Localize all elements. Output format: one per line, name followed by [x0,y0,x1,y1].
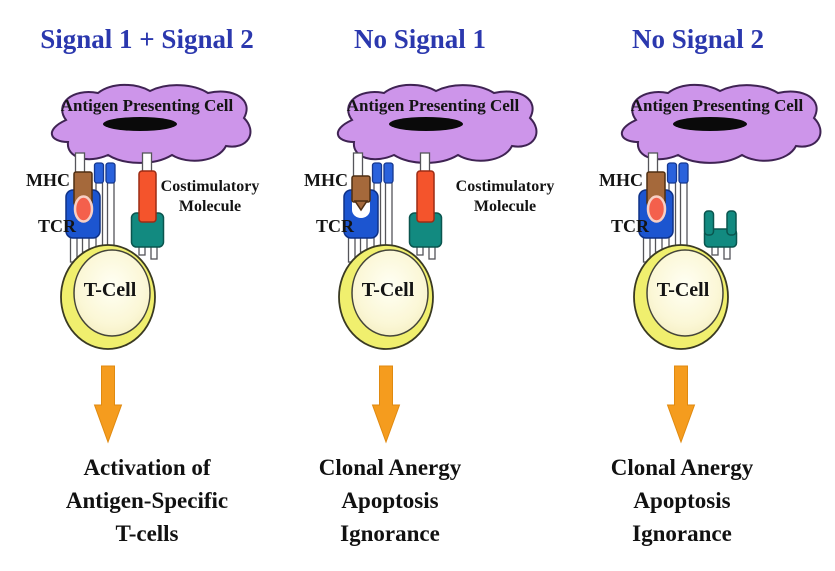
mhc-label: MHC [599,170,643,190]
panel-2-title: No Signal 1 [353,24,487,54]
panel-3-outcome: Clonal Anergy Apoptosis Ignorance [550,451,814,550]
outcome-line: T-cells [115,521,179,546]
panel-1-outcome: Activation of Antigen-Specific T-cells [15,451,279,550]
tcell-label: T-Cell [656,279,710,301]
outcome-line: Ignorance [632,521,732,546]
panel-1-diagram [50,83,252,444]
antigen-peptide [73,195,94,223]
panel-1-title: Signal 1 + Signal 2 [40,24,254,54]
tcell-body [351,249,429,337]
costimulatory-molecule [416,170,435,223]
panel-3-diagram [620,83,822,444]
coreceptor-right [678,162,689,184]
costim-label-line2: Molecule [473,198,537,215]
down-arrow-icon [93,365,123,444]
mhc-label: MHC [304,170,348,190]
tcr-label: TCR [37,216,76,236]
tcr-label: TCR [315,216,354,236]
panel-3-title: No Signal 2 [631,24,765,54]
tcell-label: T-Cell [83,279,137,301]
coreceptor-left [93,162,105,184]
outcome-line: Antigen-Specific [65,488,229,513]
coreceptor-right [383,162,394,184]
tcell-body [73,249,151,337]
tcr-label: TCR [610,216,649,236]
coreceptor-left [371,162,383,184]
empty-costim-receptor-prong-left [703,210,715,236]
down-arrow-icon [666,365,696,444]
coreceptor-left [666,162,678,184]
panel-2-outcome: Clonal Anergy Apoptosis Ignorance [258,451,522,550]
empty-costim-receptor-prong-right [726,210,737,236]
coreceptor-stem-right [384,181,393,248]
tcell-body [646,249,724,337]
apc-label: Antigen Presenting Cell [60,96,234,115]
costimulatory-molecule [138,170,157,223]
apc-label: Antigen Presenting Cell [346,96,520,115]
outcome-line: Activation of [83,455,211,480]
apc-label: Antigen Presenting Cell [630,96,804,115]
outcome-line: Apoptosis [341,488,439,513]
costimulatory-molecule-label: Costimulatory Molecule [443,177,567,217]
outcome-line: Apoptosis [633,488,731,513]
apc-nucleus-icon [389,117,463,131]
coreceptor-stem-right [106,181,115,248]
down-arrow-icon [371,365,401,444]
mhc-molecule [351,175,371,203]
coreceptor-stem-right [679,181,688,248]
costim-label-line1: Costimulatory [455,178,555,195]
outcome-line: Clonal Anergy [610,455,754,480]
coreceptor-right [105,162,116,184]
apc-nucleus-icon [103,117,177,131]
costimulatory-molecule-label: Costimulatory Molecule [148,177,272,217]
mhc-label: MHC [26,170,70,190]
mhc-stem [352,152,364,179]
costim-label-line2: Molecule [178,198,242,215]
panel-2-diagram [336,83,538,444]
outcome-line: Clonal Anergy [318,455,462,480]
antigen-peptide [646,195,667,223]
tcell-label: T-Cell [361,279,415,301]
costim-label-line1: Costimulatory [160,178,260,195]
mhc-tip [353,200,369,212]
outcome-line: Ignorance [340,521,440,546]
apc-nucleus-icon [673,117,747,131]
